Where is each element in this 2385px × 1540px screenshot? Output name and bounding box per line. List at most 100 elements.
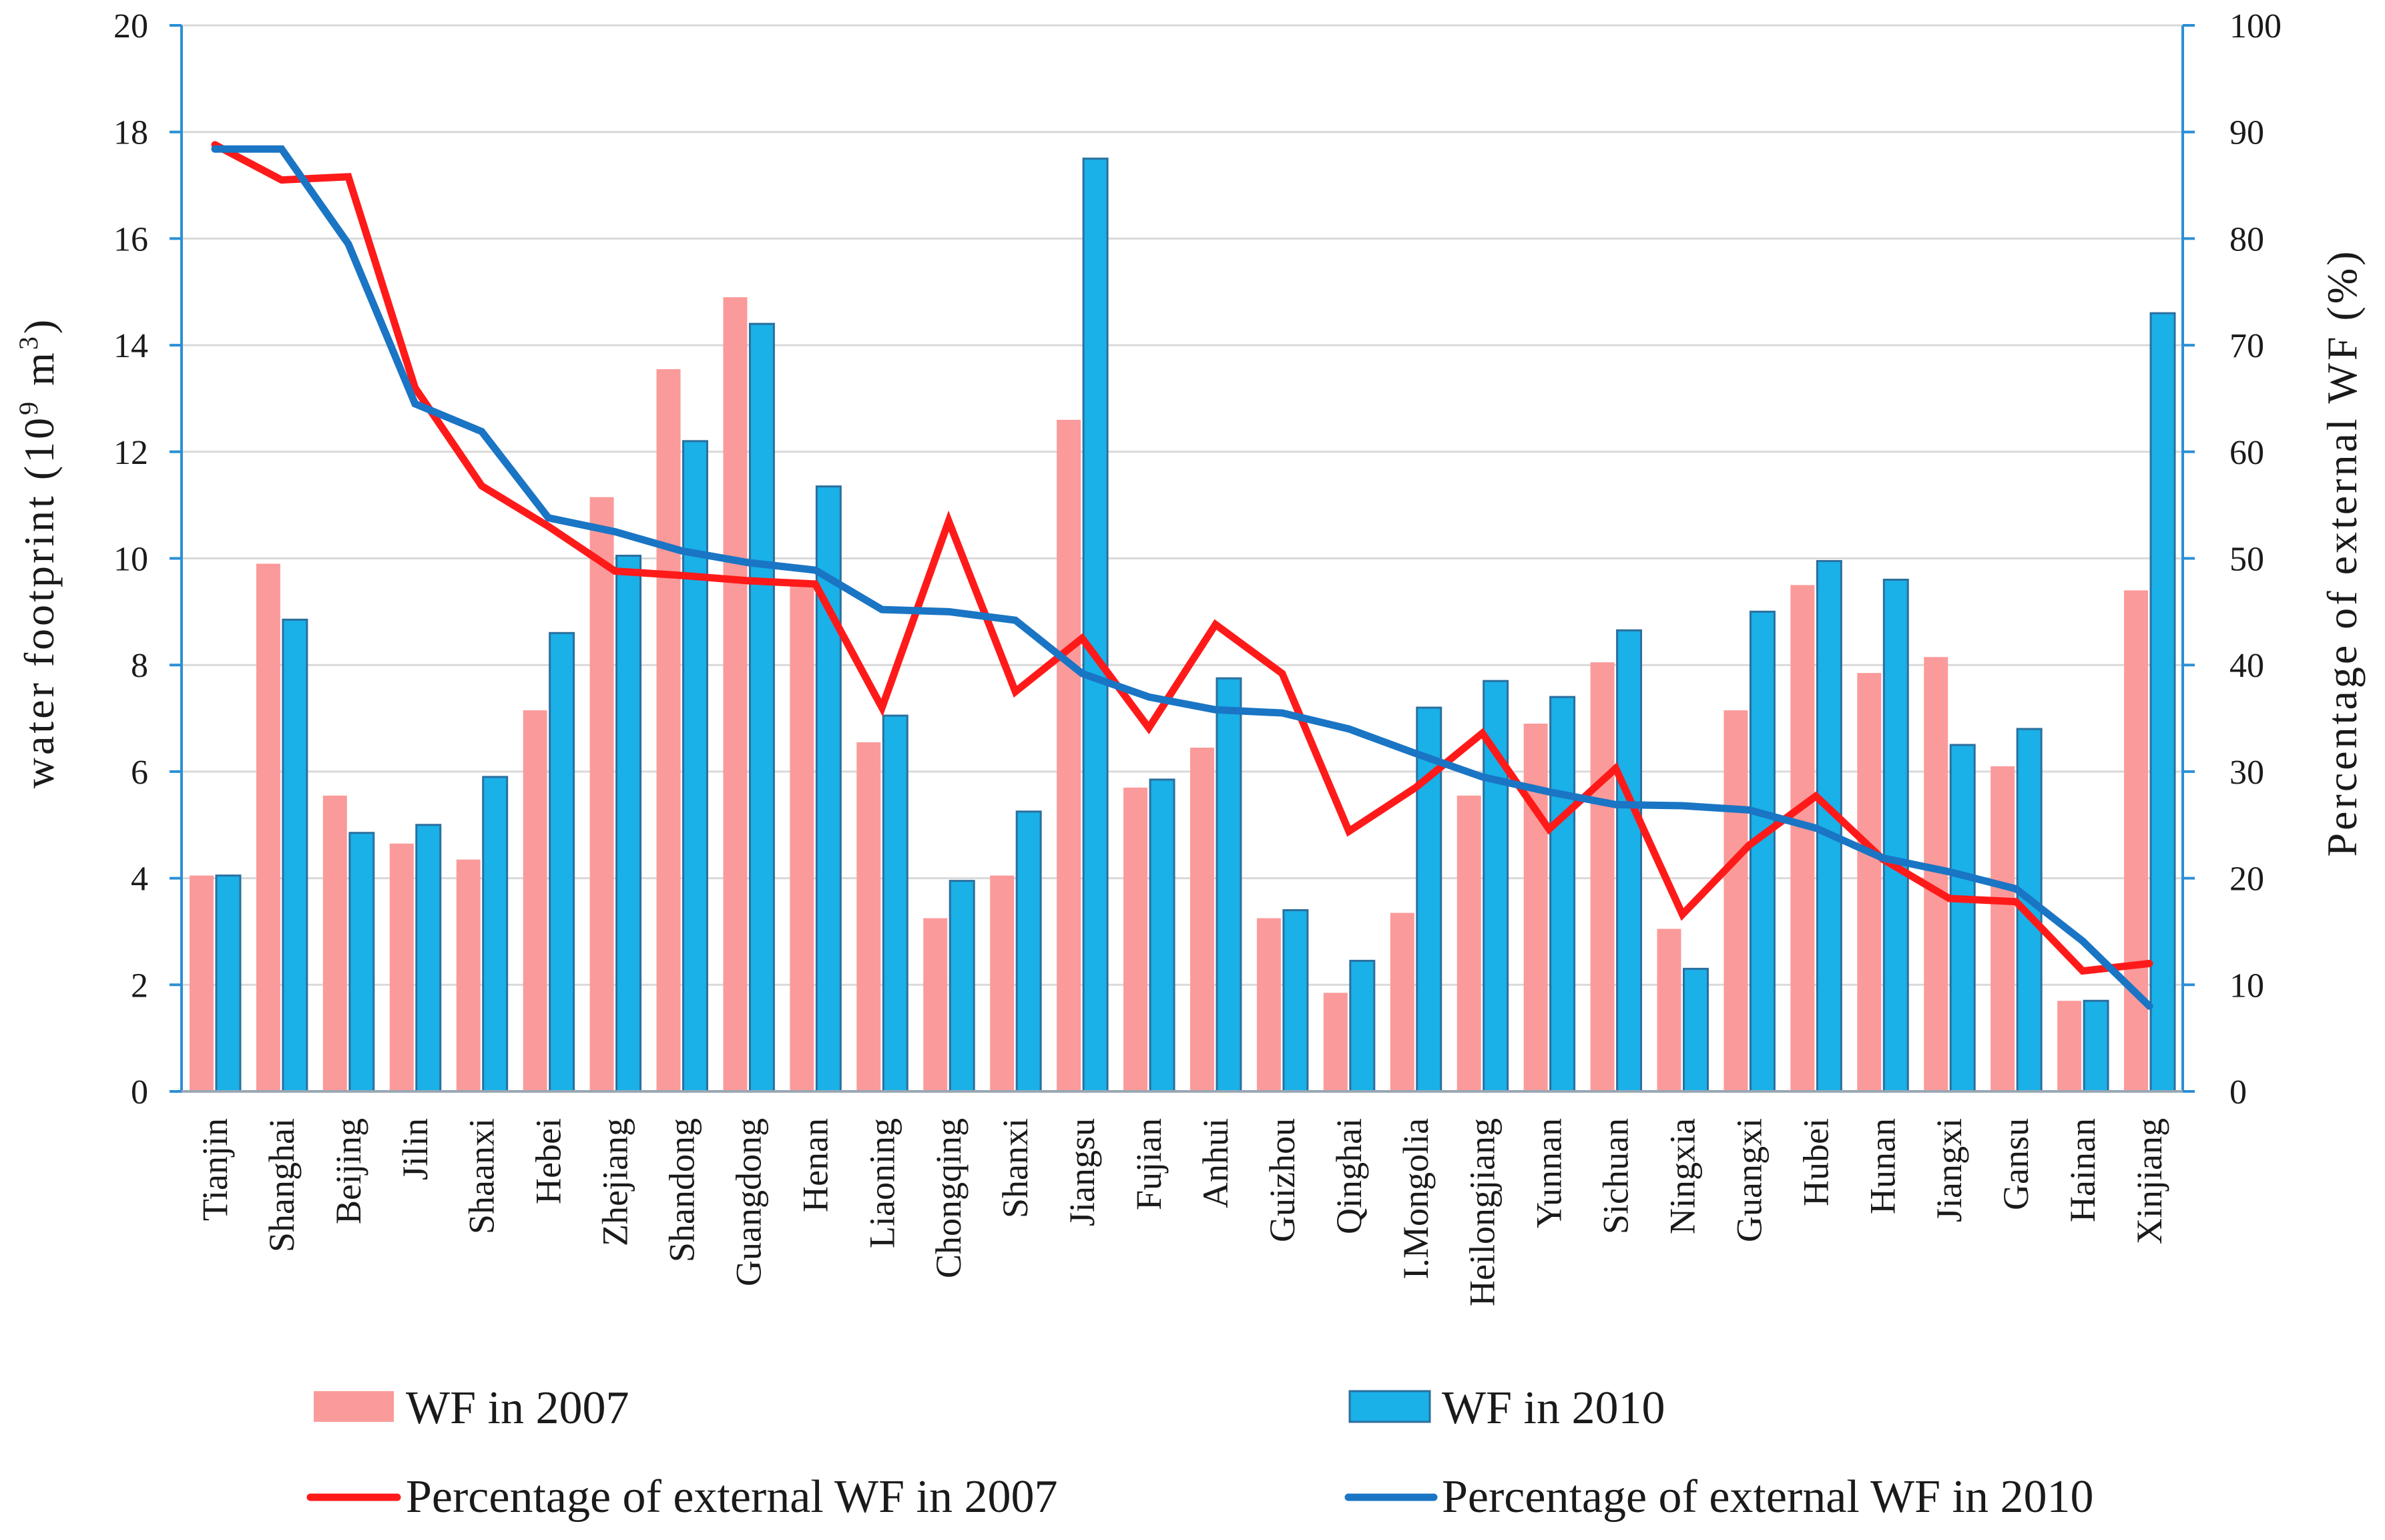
bar-wf-2010-liaoning xyxy=(882,714,908,1093)
bar-wf-2010-hubei xyxy=(1816,559,1842,1093)
bar-wf-2007-anhui xyxy=(1189,747,1214,1091)
category-label: Shaanxi xyxy=(462,1118,502,1234)
bar-wf-2007-qinghai xyxy=(1323,993,1348,1091)
bar-wf-2007-heilongjiang xyxy=(1456,795,1481,1091)
legend-label-pct-2007: Percentage of external WF in 2007 xyxy=(406,1471,1057,1523)
axes xyxy=(170,24,2195,1093)
bar-wf-2010-hebei xyxy=(549,631,575,1093)
bar-wf-2007-hunan xyxy=(1857,673,1882,1091)
category-label: Guangdong xyxy=(728,1118,768,1286)
lines xyxy=(211,141,2153,1010)
y-tick-label: 14 xyxy=(113,327,148,365)
bar-wf-2007-ningxia xyxy=(1657,929,1681,1091)
y-axis-title-mid: m xyxy=(15,350,63,399)
bar-wf-2010-shanghai xyxy=(282,618,308,1093)
bar-wf-2007-liaoning xyxy=(856,742,881,1091)
y-axis-title-main: water footprint (10 xyxy=(15,415,63,788)
y2-tick-label: 30 xyxy=(2229,754,2264,792)
bar-wf-2010-zhejiang xyxy=(615,555,642,1093)
bar-wf-2010-sichuan xyxy=(1616,629,1643,1093)
bar-wf-2007-shandong xyxy=(656,369,681,1091)
bar-wf-2010-shandong xyxy=(682,440,708,1093)
y2-tick-label: 40 xyxy=(2229,647,2264,685)
category-label: Jiangxi xyxy=(1929,1118,1969,1222)
bar-wf-2007-xinjiang xyxy=(2124,590,2149,1091)
bar-wf-2007-tianjin xyxy=(189,875,214,1091)
bar-wf-2007-jiangsu xyxy=(1057,419,1081,1091)
y2-axis-title: Percentage of external WF (%) xyxy=(2318,249,2366,857)
category-label: Qinghai xyxy=(1329,1118,1369,1234)
bar-wf-2007-guangdong xyxy=(723,297,748,1091)
bar-wf-2007-fujian xyxy=(1123,787,1148,1091)
gridlines xyxy=(182,24,2183,986)
category-label: Beijing xyxy=(328,1118,368,1224)
y2-tick-label: 80 xyxy=(2229,220,2264,258)
y-axis-title-end: ) xyxy=(15,317,63,334)
y2-tick-label: 10 xyxy=(2229,967,2264,1005)
category-label: Fujian xyxy=(1129,1118,1169,1210)
category-label: Hunan xyxy=(1862,1118,1902,1214)
bar-wf-2010-hainan xyxy=(2083,999,2109,1093)
category-label: Anhui xyxy=(1196,1118,1236,1208)
category-label: Jiangsu xyxy=(1062,1118,1102,1226)
bar-wf-2007-shaanxi xyxy=(456,859,481,1091)
bar-wf-2010-xinjiang xyxy=(2149,312,2176,1093)
bar-wf-2010-jiangsu xyxy=(1082,158,1109,1093)
category-label: Hebei xyxy=(529,1118,569,1204)
bar-wf-2010-yunnan xyxy=(1549,696,1576,1093)
category-label: Heilongjiang xyxy=(1463,1118,1503,1306)
category-label: Sichuan xyxy=(1596,1118,1636,1234)
category-label: Ningxia xyxy=(1663,1118,1703,1234)
category-label: Shandong xyxy=(662,1118,702,1262)
bar-wf-2007-sichuan xyxy=(1590,662,1615,1091)
category-label: Gansu xyxy=(1996,1118,2036,1210)
bar-wf-2007-hubei xyxy=(1790,585,1815,1091)
line-pct-external-2010 xyxy=(211,145,2153,1010)
y-tick-label: 0 xyxy=(131,1073,148,1111)
category-label: Yunnan xyxy=(1529,1118,1569,1228)
y-tick-label: 6 xyxy=(131,754,148,792)
category-label: Zhejiang xyxy=(595,1118,635,1246)
category-label: Hubei xyxy=(1796,1118,1836,1206)
y-tick-label: 8 xyxy=(131,647,148,685)
bar-wf-2007-shanxi xyxy=(990,875,1015,1091)
line-pct-external-2007 xyxy=(211,141,2153,975)
y2-tick-label: 90 xyxy=(2229,114,2264,152)
y-axis-title: water footprint (109 m3) xyxy=(13,317,63,789)
bar-wf-2007-imongolia xyxy=(1390,913,1414,1091)
legend-label-wf-2007: WF in 2007 xyxy=(406,1382,629,1434)
legend: WF in 2007 WF in 2010 Percentage of exte… xyxy=(306,1382,2093,1523)
category-label: Guizhou xyxy=(1262,1118,1302,1242)
bar-wf-2010-ningxia xyxy=(1683,967,1709,1093)
category-label: Henan xyxy=(795,1118,835,1212)
bar-wf-2010-fujian xyxy=(1149,778,1175,1093)
category-labels: Tianjin Shanghai Beijing Jilin Shaanxi Hebei Z… xyxy=(195,1118,2169,1306)
y-axis-title-exp: 9 xyxy=(13,399,43,415)
bar-wf-2010-shanxi xyxy=(1015,810,1042,1093)
y-tick-label: 10 xyxy=(113,541,148,579)
bar-wf-2010-shaanxi xyxy=(482,776,509,1093)
legend-label-pct-2010: Percentage of external WF in 2010 xyxy=(1442,1471,2093,1523)
bars xyxy=(189,158,2176,1093)
y2-tick-label: 0 xyxy=(2229,1073,2247,1111)
y2-tick-label: 70 xyxy=(2229,327,2264,365)
y-tick-label: 4 xyxy=(131,860,148,899)
y-tick-label: 20 xyxy=(113,7,148,45)
y2-tick-label: 100 xyxy=(2229,7,2282,45)
category-label: Liaoning xyxy=(862,1118,902,1248)
y-tick-label: 12 xyxy=(113,434,148,472)
bar-wf-2007-gansu xyxy=(1991,766,2015,1091)
category-label: Shanxi xyxy=(995,1118,1035,1218)
legend-label-wf-2010: WF in 2010 xyxy=(1442,1382,1665,1434)
y2-tick-label: 60 xyxy=(2229,434,2264,472)
bar-wf-2010-hunan xyxy=(1882,578,1909,1093)
y2-tick-label: 20 xyxy=(2229,860,2264,899)
y-tick-label: 16 xyxy=(113,220,148,258)
bar-wf-2010-anhui xyxy=(1216,677,1242,1093)
bar-wf-2007-beijing xyxy=(322,795,347,1091)
bar-wf-2010-guizhou xyxy=(1282,909,1309,1093)
y-tick-label: 18 xyxy=(113,114,148,152)
category-label: Guangxi xyxy=(1729,1118,1769,1242)
